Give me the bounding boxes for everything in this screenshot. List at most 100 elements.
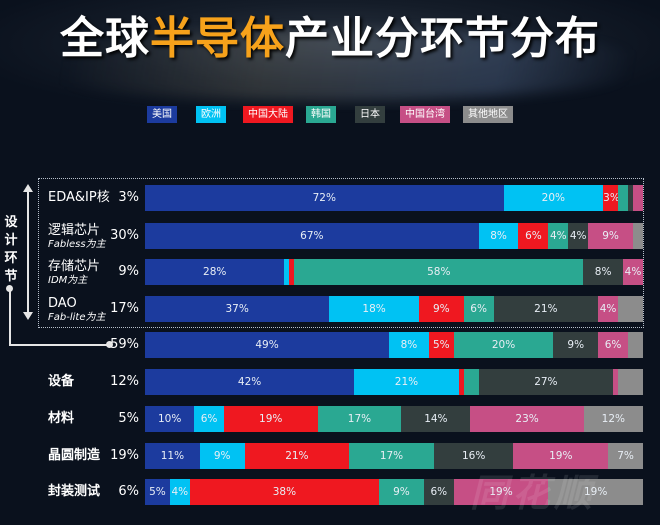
bar-segment-美国: 37% <box>145 296 330 322</box>
legend-item: 中国大陆 <box>243 106 293 123</box>
row-label: 存储芯片 IDM为主 <box>48 260 100 288</box>
bar-segment-美国: 28% <box>145 259 285 285</box>
bar-segment-欧洲: 18% <box>329 296 419 322</box>
legend-item: 美国 <box>147 106 177 123</box>
bar-segment-中国台湾: 9% <box>588 223 633 249</box>
row-label: 逻辑芯片 Fabless为主 <box>48 224 106 252</box>
bar-segment-美国: 5% <box>145 479 170 505</box>
bar-segment-中国大陆: 38% <box>189 479 380 505</box>
bar-segment-中国大陆 <box>458 369 464 395</box>
page-title: 全球半导体产业分环节分布 <box>0 2 660 66</box>
connector-dot-end <box>106 341 113 348</box>
header-wave-decoration <box>0 30 660 100</box>
bar-segment-日本: 6% <box>423 479 454 505</box>
row-label: EDA&IP核 <box>48 191 110 205</box>
row-label: 晶圆制造 <box>48 449 100 463</box>
bar-segment-欧洲: 20% <box>503 185 604 211</box>
watermark-logo: 同花顺 <box>470 471 597 515</box>
bar-segment-韩国: 6% <box>463 296 494 322</box>
connector-vertical-line <box>9 288 11 345</box>
row-label: 材料 <box>48 412 74 426</box>
row-name: 设备 <box>48 374 75 389</box>
stacked-bar: 5% 4% 38% 9% 6% 19% 19% <box>145 479 643 505</box>
header-background <box>0 0 660 110</box>
row-share: 3% <box>118 190 139 205</box>
stacked-bar: 11% 9% 21% 17% 16% 19% 7% <box>145 443 643 469</box>
bar-segment-其他地区 <box>632 223 643 249</box>
bar-segment-韩国: 58% <box>294 259 584 285</box>
bar-segment-韩国: 17% <box>349 443 434 469</box>
bar-segment-欧洲: 21% <box>354 369 459 395</box>
arrow-up-icon <box>23 184 33 192</box>
row-share: 59% <box>110 337 139 352</box>
bar-segment-日本 <box>628 185 633 211</box>
row-subtitle: Fabless为主 <box>48 239 106 250</box>
row-share: 5% <box>118 411 139 426</box>
bar-segment-韩国: 4% <box>548 223 569 249</box>
row-share: 6% <box>118 484 139 499</box>
row-name: EDA&IP核 <box>48 190 110 205</box>
row-name: 存储芯片 <box>48 259 101 274</box>
row-share: 12% <box>110 374 139 389</box>
design-bracket-label: 设计环节 <box>4 215 18 284</box>
design-range-arrow-line <box>27 190 29 314</box>
bar-segment-中国大陆: 5% <box>428 332 454 358</box>
bar-segment-美国: 49% <box>145 332 390 358</box>
bar-segment-中国台湾: 6% <box>598 332 629 358</box>
bar-segment-中国大陆: 21% <box>244 443 350 469</box>
bar-segment-中国大陆: 6% <box>518 223 549 249</box>
row-subtitle: IDM为主 <box>48 275 88 286</box>
row-name: DAO <box>48 296 77 311</box>
legend-item: 韩国 <box>306 106 336 123</box>
legend-item: 日本 <box>355 106 385 123</box>
legend-item: 欧洲 <box>196 106 226 123</box>
bar-segment-日本: 14% <box>401 406 471 432</box>
bar-segment-美国: 11% <box>145 443 200 469</box>
row-share: 19% <box>110 448 139 463</box>
bar-segment-中国台湾: 19% <box>513 443 609 469</box>
stacked-bar: 28% 58% 8% 4% <box>145 259 643 285</box>
bar-segment-其他地区 <box>618 296 643 322</box>
bar-segment-美国: 67% <box>145 223 479 249</box>
row-subtitle: Fab-lite为主 <box>48 312 106 323</box>
bar-segment-韩国: 9% <box>379 479 424 505</box>
legend-item: 中国台湾 <box>400 106 450 123</box>
bar-segment-其他地区: 7% <box>608 443 643 469</box>
title-part2: 产业分环节分布 <box>285 13 600 64</box>
bar-segment-韩国 <box>463 369 479 395</box>
design-group-box <box>38 178 644 328</box>
legend-item: 其他地区 <box>463 106 513 123</box>
row-name: 逻辑芯片 <box>48 223 101 238</box>
bar-segment-美国: 72% <box>145 185 504 211</box>
bar-segment-其他地区: 19% <box>548 479 643 505</box>
bar-segment-中国台湾: 23% <box>470 406 584 432</box>
connector-dot-start <box>6 285 13 292</box>
bar-segment-中国台湾 <box>633 185 643 211</box>
bar-segment-美国: 42% <box>145 369 355 395</box>
bar-segment-其他地区 <box>618 369 643 395</box>
row-label: 设备 <box>48 375 74 389</box>
title-highlight: 半导体 <box>150 13 285 64</box>
bar-segment-欧洲: 4% <box>169 479 190 505</box>
bar-segment-欧洲: 8% <box>389 332 429 358</box>
row-share: 30% <box>110 228 139 243</box>
bar-segment-中国大陆: 9% <box>418 296 464 322</box>
bar-segment-中国大陆: 19% <box>223 406 318 432</box>
bar-segment-美国: 10% <box>145 406 195 432</box>
connector-horizontal-line <box>9 344 109 346</box>
bar-segment-欧洲: 8% <box>478 223 519 249</box>
row-label: DAO Fab-lite为主 <box>48 297 105 325</box>
bar-segment-日本: 27% <box>478 369 614 395</box>
bar-segment-中国大陆 <box>289 259 295 285</box>
bar-segment-中国大陆: 3% <box>603 185 619 211</box>
bar-segment-欧洲: 9% <box>199 443 245 469</box>
stacked-bar: 67% 8% 6% 4% 4% 9% <box>145 223 643 249</box>
stacked-bar: 37% 18% 9% 6% 21% 4% <box>145 296 643 322</box>
bar-segment-欧洲: 6% <box>194 406 224 432</box>
row-label: 封装测试 <box>48 485 100 499</box>
arrow-down-icon <box>23 312 33 320</box>
row-name: 晶圆制造 <box>48 448 101 463</box>
bar-segment-日本: 9% <box>553 332 599 358</box>
bar-segment-日本: 4% <box>568 223 589 249</box>
stacked-bar: 72%20%3% <box>145 185 643 211</box>
